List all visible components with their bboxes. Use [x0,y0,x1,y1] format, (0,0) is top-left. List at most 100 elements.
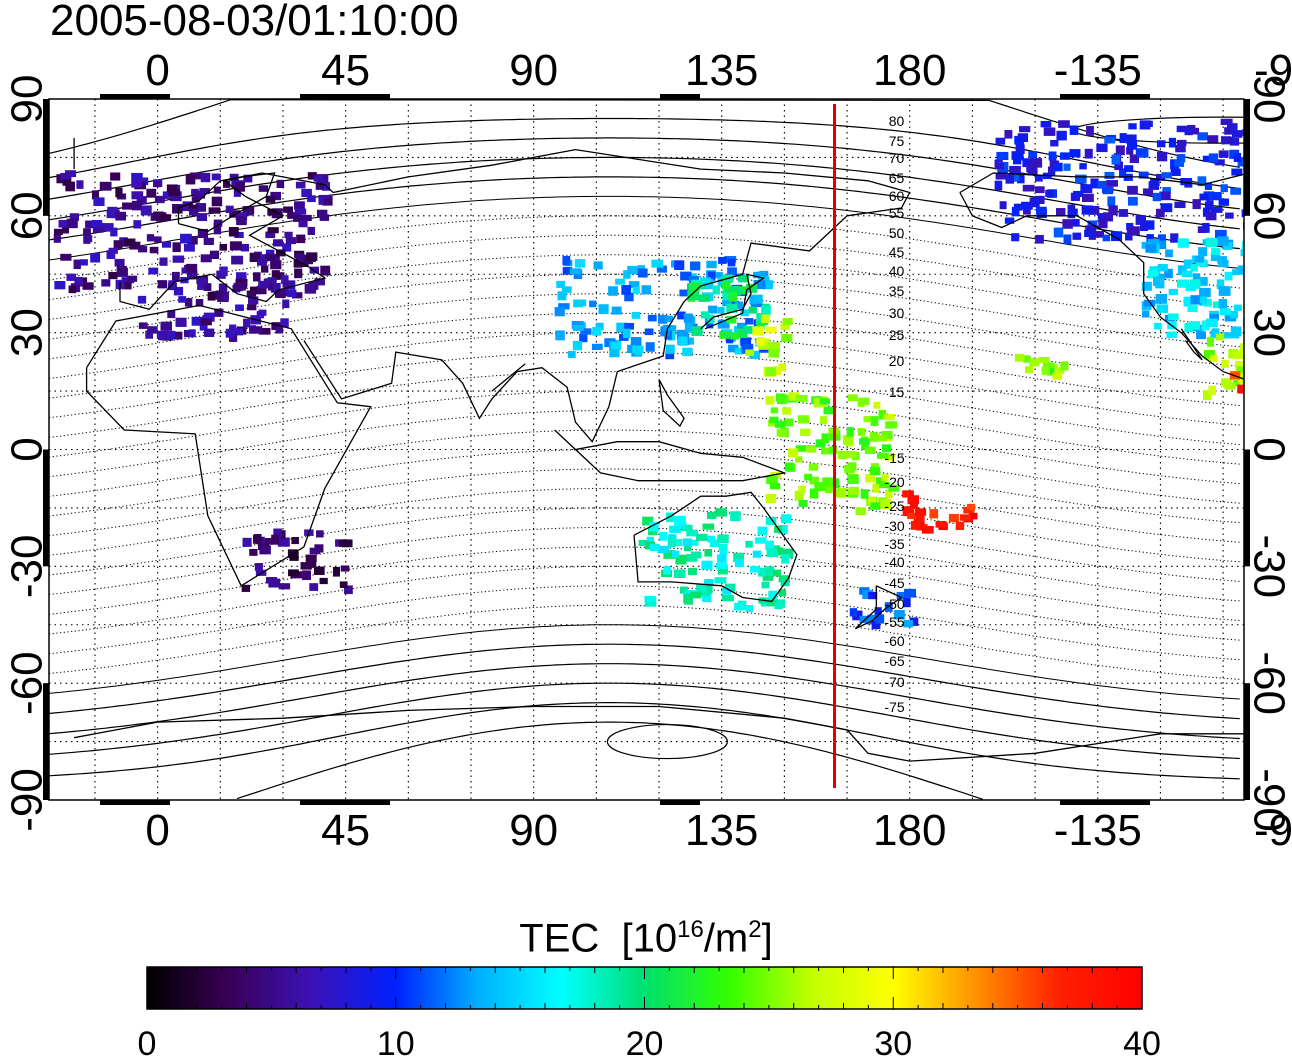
tec-cell [873,401,881,409]
tec-cell [745,605,753,613]
tec-cell [714,577,727,584]
mlat-contour [49,410,1240,485]
tec-cell [1214,159,1225,166]
tec-cell [1212,192,1222,201]
tec-cell [859,615,869,624]
tec-cell [589,300,597,308]
tec-cell [1247,382,1256,389]
tec-cell [778,363,787,372]
tec-cell [1041,366,1051,375]
tec-cell [58,219,69,228]
scandinavia-coast [177,172,276,233]
tec-cell [242,537,252,547]
tec-cell [231,255,244,265]
tec-cell [1029,358,1040,367]
tec-cell [667,537,676,548]
tec-cell [1224,271,1233,281]
tec-cell [773,547,784,556]
tec-cell [875,477,886,485]
tec-cell [657,545,670,554]
tec-cell [1252,135,1260,144]
tec-cell [1191,127,1200,135]
tec-cell [131,180,142,188]
tec-cell [271,534,279,545]
tec-cell [200,318,212,326]
tec-cell [195,299,204,307]
tec-cell [1241,376,1244,385]
tec-cell [741,343,754,354]
tec-cell [1015,144,1025,155]
tec-cell [319,214,330,221]
tec-cell [170,191,182,202]
tec-cell [769,483,781,490]
tec-cell [243,318,251,328]
tec-cell [756,337,765,346]
tec-cell [1217,236,1229,247]
tec-cell [306,252,318,261]
tec-cell [722,299,733,307]
tec-cell [773,569,782,577]
tec-cell [1197,226,1206,234]
tec-cell [1022,207,1031,215]
colorbar-tick-label: 10 [377,1025,415,1057]
tec-cell [628,281,640,288]
left-tick-bar [43,683,49,800]
tec-cell [1118,209,1128,217]
tec-cell [722,290,734,300]
tec-cell [240,243,250,252]
lat-label-left: 0 [3,437,52,461]
tec-cell [808,463,819,471]
tec-cell [1284,366,1292,373]
tec-cell [1015,172,1025,182]
tec-cell [1143,299,1156,307]
tec-cell [154,195,165,204]
tec-cell [646,536,654,546]
tec-cell [782,407,791,415]
tec-cell [745,349,755,356]
tec-cell [778,524,788,534]
map-timestamp: 2005-08-03/01:10:00 [50,0,459,45]
tec-cell [1218,150,1229,158]
tec-cell [682,347,693,356]
tec-cell [896,591,905,600]
tec-cell [848,486,859,495]
tec-cell [1221,359,1229,368]
tec-cell [862,590,874,599]
tec-cell [340,565,350,572]
tec-cell [1272,378,1284,386]
tec-cell [309,547,320,555]
tec-cell [828,446,837,454]
tec-cell [1261,161,1269,167]
tec-cell [1235,360,1244,371]
tec-cell [1195,259,1207,267]
tec-cell [1205,211,1217,221]
tec-cell [1052,372,1063,380]
tec-cell [295,181,306,189]
tec-cell [53,228,63,236]
tec-cell [301,259,309,268]
tec-cell [1184,126,1193,136]
tec-cell [627,265,638,275]
tec-cell [1251,247,1263,255]
mlat-contour [49,390,1240,465]
tec-cell [256,258,267,266]
tec-cell [1218,286,1231,296]
tec-cell [277,537,290,547]
tec-cell [761,581,770,589]
lat-label-right: -90 [1244,768,1292,832]
tec-cell [1202,320,1210,331]
lat-label-left: -30 [3,535,52,599]
tec-cell [706,260,717,269]
tec-cell [1177,279,1189,288]
tec-cell [1183,259,1193,269]
mlat-label: -45 [884,575,904,591]
tec-cell [780,514,792,524]
tec-cell [1135,148,1147,156]
lon-label-top: -135 [1054,46,1142,95]
tec-cell [185,174,196,185]
mlat-contour [49,565,1240,641]
tec-cell [1187,305,1198,313]
mlat-contour [49,663,1240,740]
tec-cell [659,531,668,541]
tec-cell [1176,125,1188,133]
